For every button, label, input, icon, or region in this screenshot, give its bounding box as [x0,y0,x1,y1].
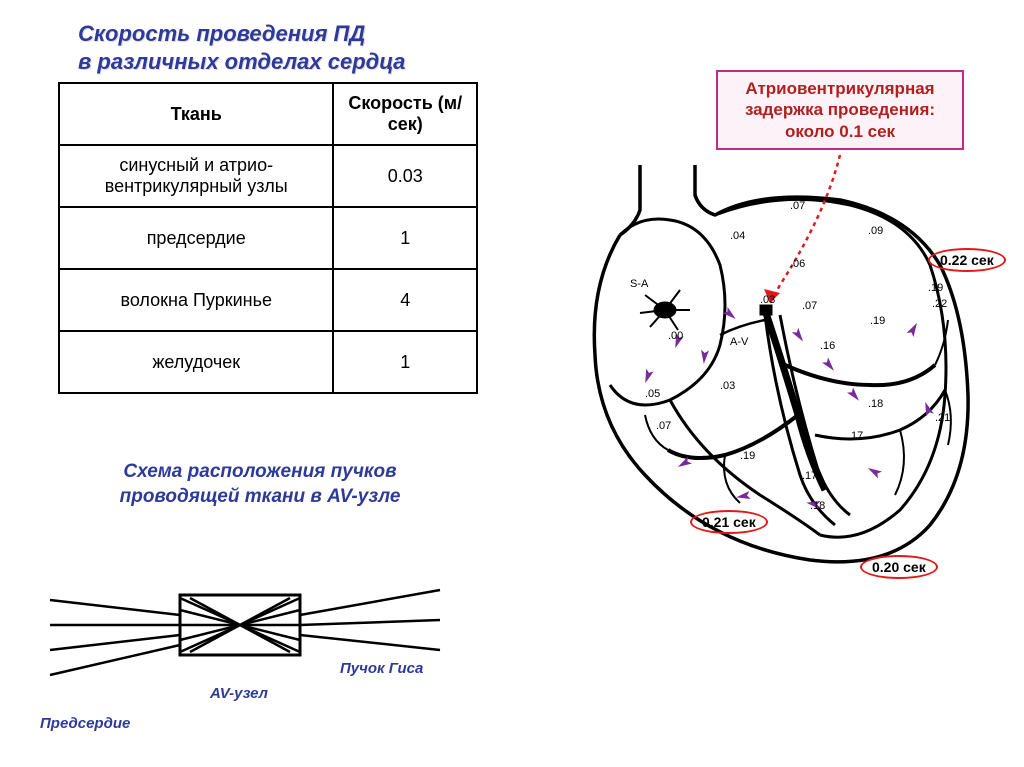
sa-node-icon [640,290,690,330]
th-speed: Скорость (м/сек) [333,83,477,145]
label-av-node: AV-узел [210,685,268,702]
subtitle-line1: Схема расположения пучков [123,461,396,482]
time-badge: 0.22 сек [928,248,1006,272]
timing-number: .21 [935,412,950,424]
timing-number: .19 [870,315,885,327]
timing-number: .07 [656,420,671,432]
timing-number: .07 [790,200,805,212]
timing-number: .03 [760,294,775,306]
label-his-bundle: Пучок Гиса [340,660,423,677]
cell-tissue: предсердие [59,207,333,269]
label-av: A-V [730,336,748,348]
timing-number: .03 [720,380,735,392]
table-row: предсердие 1 [59,207,477,269]
timing-number: .18 [810,500,825,512]
time-badge: 0.20 сек [860,555,938,579]
title-line1: Скорость проведения ПД [78,21,365,46]
cell-speed: 1 [333,207,477,269]
timing-number: .22 [932,298,947,310]
conduction-speed-table: Ткань Скорость (м/сек) синусный и атрио-… [58,82,478,394]
timing-number: .07 [802,300,817,312]
timing-number: .17 [802,470,817,482]
title-line2: в различных отделах сердца [78,49,405,74]
timing-number: .16 [820,340,835,352]
timing-number: .05 [645,388,660,400]
av-delay-callout: Атриовентрикулярная задержка проведения:… [716,70,964,150]
callout-line3: около 0.1 сек [785,122,895,141]
cell-tissue: синусный и атрио-вентрикулярный узлы [59,145,333,207]
cell-speed: 0.03 [333,145,477,207]
table-header-row: Ткань Скорость (м/сек) [59,83,477,145]
timing-number: .09 [868,225,883,237]
timing-number: .19 [740,450,755,462]
timing-number: .19 [928,282,943,294]
timing-number: .00 [668,330,683,342]
table-row: волокна Пуркинье 4 [59,269,477,331]
av-diagram-title: Схема расположения пучков проводящей тка… [70,460,450,509]
timing-number: .18 [868,398,883,410]
cell-tissue: волокна Пуркинье [59,269,333,331]
subtitle-line2: проводящей ткани в AV-узле [120,486,401,507]
callout-line2: задержка проведения: [745,100,935,119]
page-title: Скорость проведения ПД в различных отдел… [78,20,405,75]
label-sa: S-A [630,278,648,290]
table-row: синусный и атрио-вентрикулярный узлы 0.0… [59,145,477,207]
th-tissue: Ткань [59,83,333,145]
cell-speed: 1 [333,331,477,393]
timing-number: .17 [848,430,863,442]
time-badge: 0.21 сек [690,510,768,534]
av-node-diagram: Предсердие AV-узел Пучок Гиса [40,520,460,740]
cell-speed: 4 [333,269,477,331]
heart-conduction-diagram [550,155,1000,595]
table-row: желудочек 1 [59,331,477,393]
label-atrium: Предсердие [40,715,130,732]
callout-line1: Атриовентрикулярная [745,79,934,98]
timing-number: .06 [790,258,805,270]
cell-tissue: желудочек [59,331,333,393]
timing-number: .04 [730,230,745,242]
